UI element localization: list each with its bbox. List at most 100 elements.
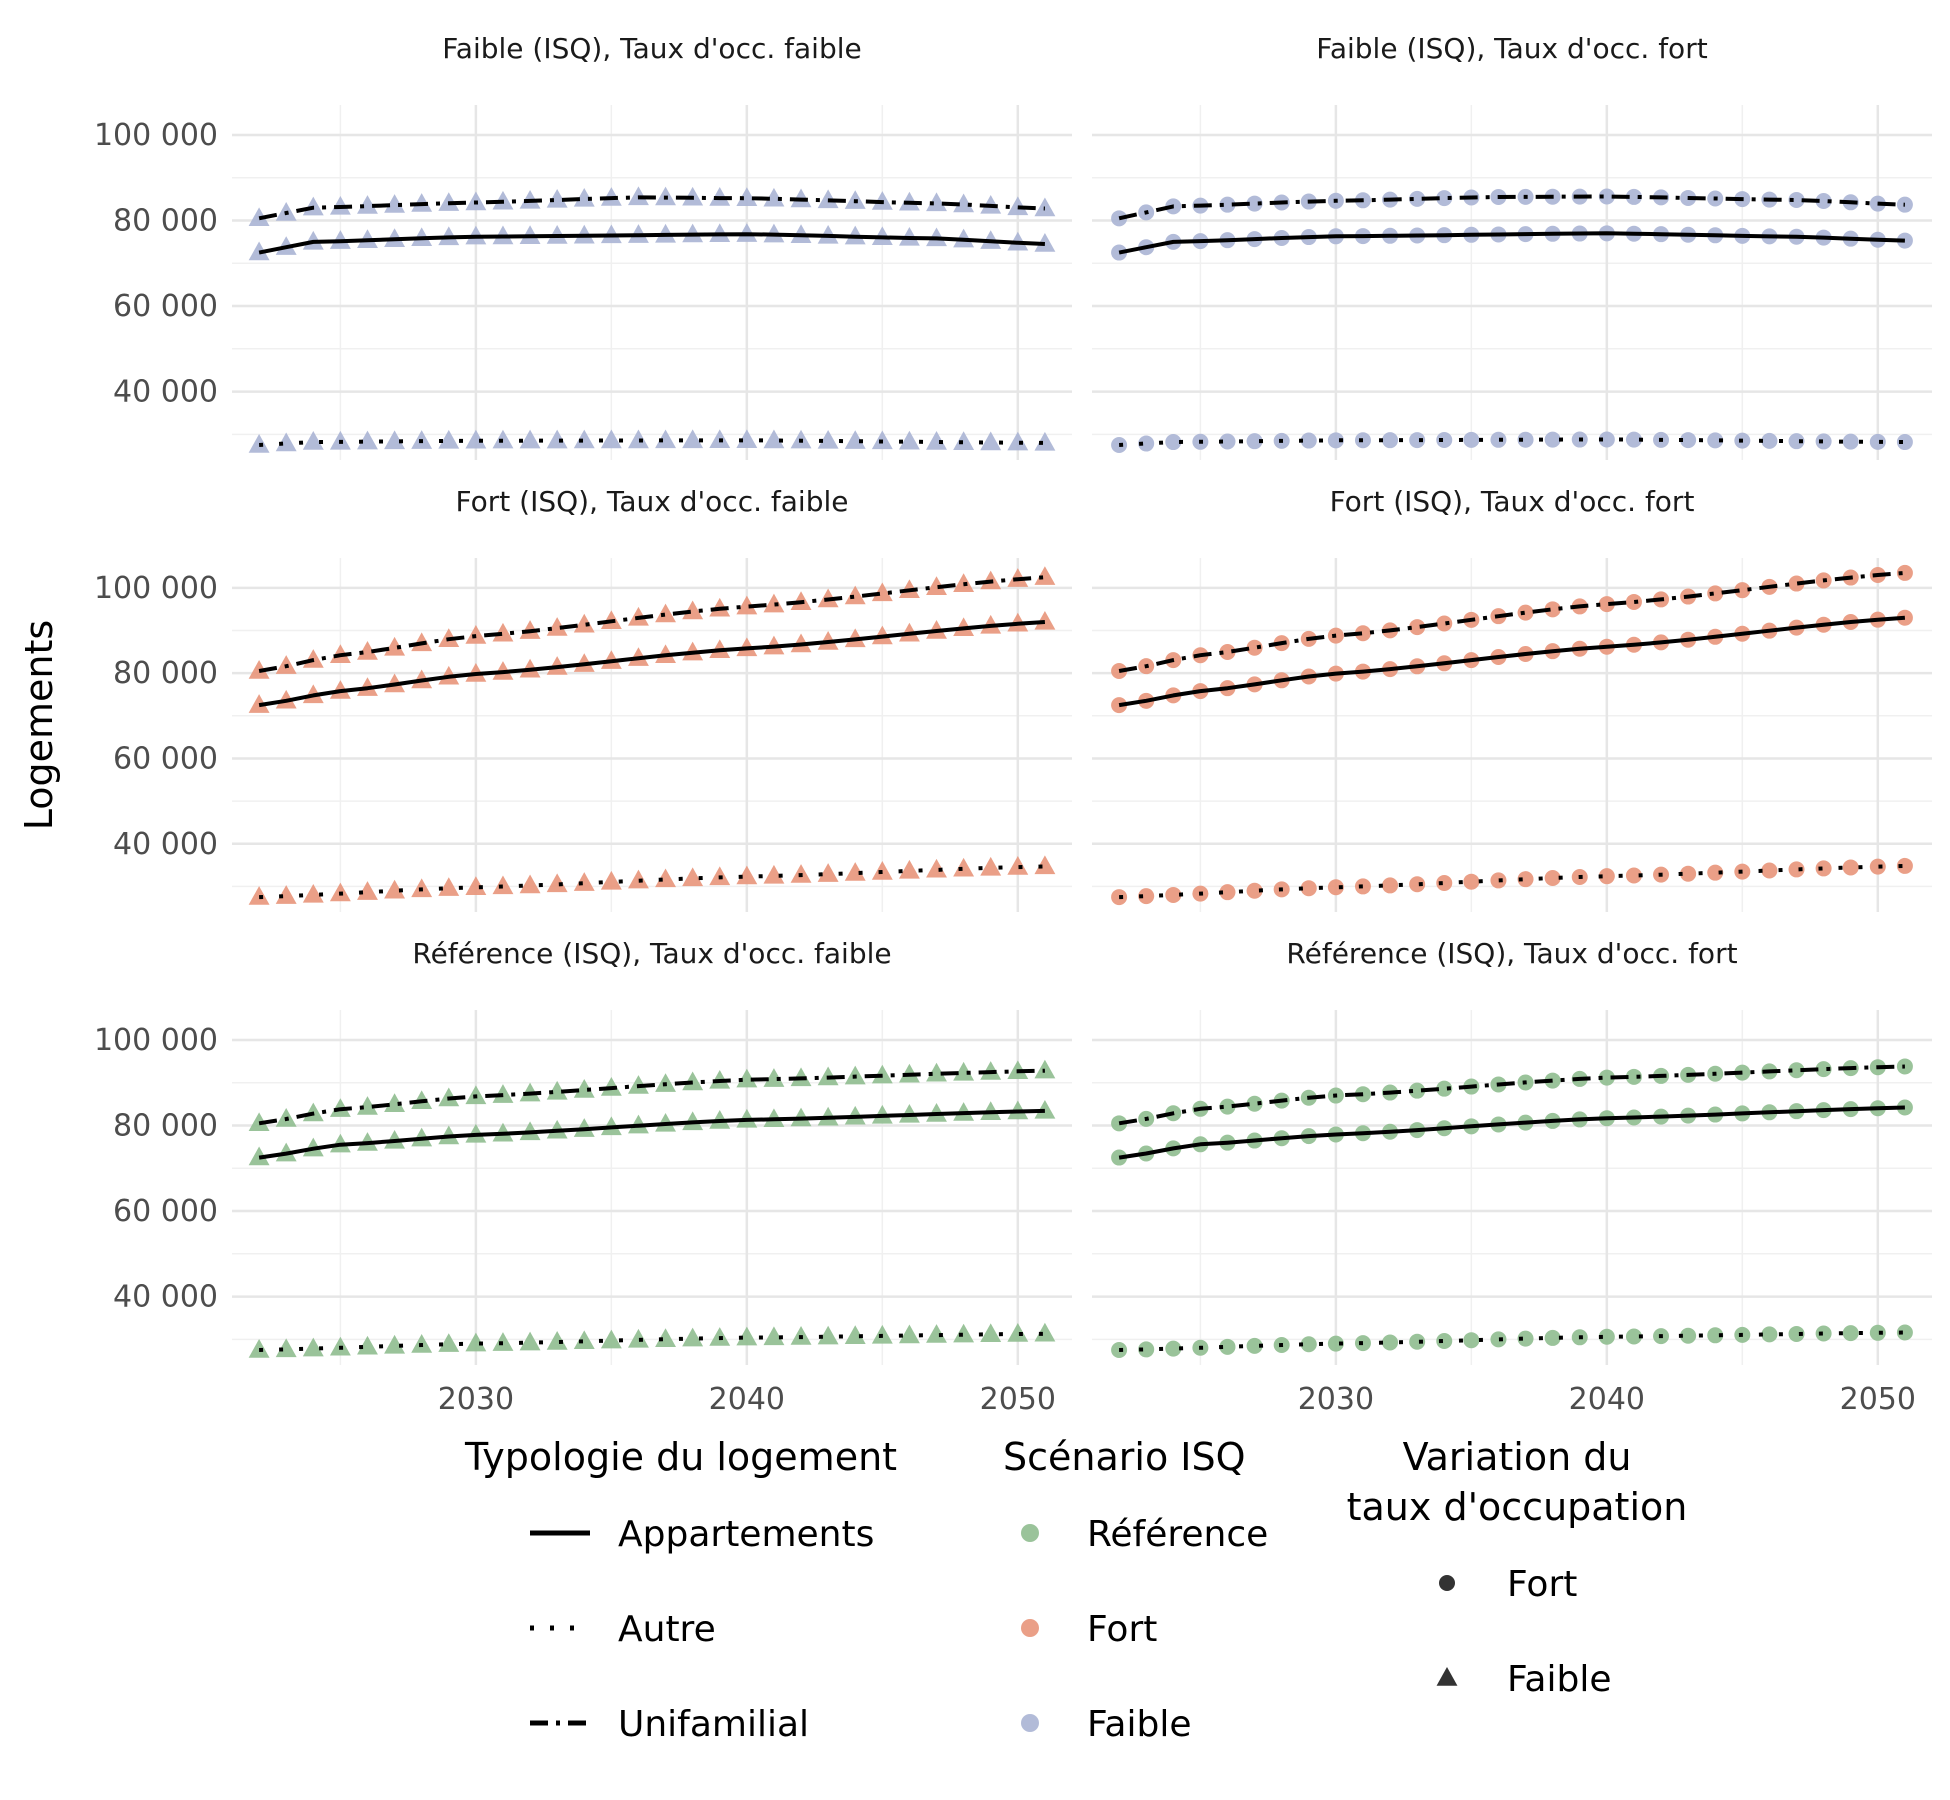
data-point (1111, 697, 1128, 714)
legend-key-point (1021, 1524, 1039, 1542)
data-point (1034, 855, 1056, 875)
data-point (1219, 1098, 1236, 1115)
series-line-autre (1119, 1330, 1905, 1352)
legend: Typologie du logement Appartements Autre Un… (464, 1435, 1687, 1745)
data-point (1165, 886, 1182, 903)
series-line-unifamilial (258, 1068, 1045, 1126)
data-point (1598, 188, 1615, 205)
data-point (1625, 867, 1642, 884)
legend-label: Unifamilial (618, 1704, 809, 1745)
data-point (465, 876, 487, 895)
series-line-unifamilial (258, 575, 1046, 673)
data-point (817, 429, 839, 449)
data-point (465, 1332, 487, 1352)
data-point (357, 1335, 378, 1355)
data-point (682, 1327, 704, 1347)
data-point (1300, 880, 1317, 897)
legend-key-point (1021, 1619, 1039, 1637)
series-line-unifamilial (1118, 1064, 1905, 1126)
data-point (736, 595, 758, 615)
data-point (1246, 1095, 1263, 1112)
data-point (1598, 596, 1615, 613)
data-point (1707, 1327, 1724, 1344)
data-point (736, 1068, 758, 1088)
data-point (1707, 585, 1724, 602)
x-tick-label: 2040 (1569, 1382, 1645, 1417)
data-point (682, 429, 704, 449)
data-point (357, 1096, 378, 1115)
series-points-appartements (1111, 225, 1913, 261)
data-point (573, 429, 595, 449)
facet-panel: Référence (ISQ), Taux d'occ. faible (232, 937, 1072, 1365)
data-point (1490, 872, 1507, 889)
facet-title: Faible (ISQ), Taux d'occ. faible (442, 32, 861, 65)
data-point (736, 187, 758, 206)
data-point (1815, 192, 1832, 209)
data-point (844, 585, 866, 605)
facet-panel: Fort (ISQ), Taux d'occ. faible (232, 485, 1072, 912)
data-point (573, 1330, 595, 1350)
data-point (573, 187, 595, 207)
legend-label: Fort (1087, 1609, 1157, 1650)
data-point (1007, 1323, 1029, 1342)
data-point (655, 868, 676, 888)
data-point (492, 622, 514, 642)
x-tick-label: 2050 (980, 1382, 1056, 1417)
axes: 40 000 60 000 80 000 100 000 40 000 60 000 80 … (94, 118, 1916, 1417)
data-point (980, 431, 1002, 451)
data-point (1707, 864, 1724, 881)
data-point (1869, 858, 1886, 875)
data-point (953, 1061, 975, 1081)
data-point (1761, 1326, 1778, 1343)
data-point (1409, 1333, 1426, 1350)
data-point (1896, 196, 1913, 213)
data-point (844, 862, 866, 881)
data-point (1436, 1080, 1453, 1097)
data-point (1246, 639, 1263, 656)
data-point (573, 1079, 595, 1098)
legend-label: Appartements (618, 1514, 874, 1555)
series-points-appartements (248, 610, 1056, 713)
x-tick-label: 2030 (1298, 1382, 1374, 1417)
data-point (1815, 433, 1832, 450)
data-point (655, 603, 676, 623)
data-point (763, 1068, 785, 1087)
data-point (546, 429, 568, 449)
data-point (926, 1324, 947, 1343)
data-point (1436, 615, 1453, 632)
data-point (763, 187, 785, 207)
data-point (1490, 1331, 1507, 1348)
data-point (1842, 1325, 1859, 1342)
data-point (763, 1326, 785, 1346)
data-point (384, 194, 406, 213)
data-point (1409, 432, 1426, 449)
data-point (1111, 889, 1128, 906)
data-point (1598, 1328, 1615, 1345)
data-point (817, 1325, 839, 1345)
data-point (1815, 1061, 1832, 1078)
series-line-autre (1119, 863, 1905, 900)
data-point (655, 429, 676, 449)
data-point (736, 429, 758, 449)
data-point (953, 1323, 975, 1343)
data-point (1788, 861, 1805, 878)
data-point (1327, 432, 1344, 449)
data-point (1246, 882, 1263, 899)
data-point (546, 873, 568, 893)
data-point (898, 1324, 920, 1344)
facet-title: Faible (ISQ), Taux d'occ. fort (1316, 32, 1707, 65)
data-point (980, 1323, 1002, 1343)
data-point (1598, 431, 1615, 448)
series-points-autre (1111, 431, 1913, 454)
data-point (1517, 431, 1534, 448)
data-point (1896, 1058, 1913, 1075)
data-point (1842, 859, 1859, 876)
data-point (1517, 871, 1534, 888)
y-tick-label: 40 000 (113, 827, 218, 862)
data-point (1246, 1337, 1263, 1354)
data-point (573, 872, 595, 891)
facet-title: Référence (ISQ), Taux d'occ. fort (1286, 937, 1737, 970)
data-point (1598, 868, 1615, 885)
y-tick-label: 100 000 (94, 1023, 218, 1058)
data-point (655, 1328, 676, 1347)
